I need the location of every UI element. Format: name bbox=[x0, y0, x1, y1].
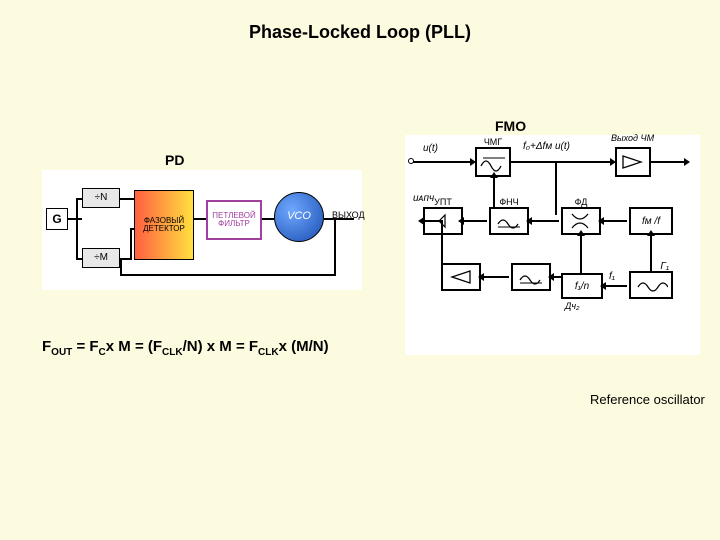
left-diagram: G ÷N ÷M ФАЗОВЫЙ ДЕТЕКТОР ПЕТЛЕВОЙ ФИЛЬТР… bbox=[42, 170, 362, 290]
lpf-icon bbox=[494, 212, 524, 230]
div-m-block: ÷M bbox=[82, 248, 120, 268]
pd-label: PD bbox=[165, 152, 184, 168]
fd-text: ФД bbox=[575, 197, 588, 207]
out-label-right: Выход ЧМ bbox=[611, 133, 654, 143]
phase-detector-block: ФАЗОВЫЙ ДЕТЕКТОР bbox=[134, 190, 194, 260]
input-node-icon bbox=[408, 158, 414, 164]
upt-text: УПТ bbox=[434, 197, 452, 207]
loop-filter-block: ПЕТЛЕВОЙ ФИЛЬТР bbox=[206, 200, 262, 240]
fmo-label: FMO bbox=[495, 118, 526, 134]
pd-icon bbox=[566, 210, 596, 232]
dch2-text: Дч₂ bbox=[565, 301, 579, 311]
amp-block bbox=[441, 263, 481, 291]
div-n-block: ÷N bbox=[82, 188, 120, 208]
fnch-block: ФНЧ bbox=[489, 207, 529, 235]
bottom-filter-block bbox=[511, 263, 551, 291]
triangle-amp-icon bbox=[446, 267, 476, 287]
pd-text: ФАЗОВЫЙ ДЕТЕКТОР bbox=[143, 217, 185, 234]
right-diagram: u(t) ЧМГ f₀+Δfᴍ u(t) Выход ЧМ uᴀпч УПТ Ф… bbox=[405, 135, 700, 355]
f1n-block: f₁/n bbox=[561, 273, 603, 299]
ut-label: u(t) bbox=[423, 143, 438, 154]
modulator-icon bbox=[478, 152, 508, 172]
page-title: Phase-Locked Loop (PLL) bbox=[0, 22, 720, 43]
filter-icon bbox=[516, 268, 546, 286]
chmg-text: ЧМГ bbox=[484, 137, 502, 147]
output-formula: FOUT = FCx M = (FCLK/N) x M = FCLKx (M/N… bbox=[42, 338, 329, 358]
uapch-label: uᴀпч bbox=[413, 193, 434, 204]
g1-text: Г₁ bbox=[660, 261, 669, 272]
reference-oscillator-label: Reference oscillator bbox=[590, 392, 705, 407]
f1-label: f₁ bbox=[609, 271, 615, 282]
output-block bbox=[615, 147, 651, 177]
f0-label: f₀+Δfᴍ u(t) bbox=[523, 141, 570, 152]
lpf-text: ПЕТЛЕВОЙ ФИЛЬТР bbox=[212, 212, 255, 229]
g-block: G bbox=[46, 208, 68, 230]
osc-icon bbox=[634, 275, 668, 295]
amplifier-icon bbox=[619, 152, 647, 172]
g1-block: Г₁ bbox=[629, 271, 673, 299]
fnch-text: ФНЧ bbox=[499, 197, 518, 207]
vco-block: VCO bbox=[274, 192, 324, 242]
